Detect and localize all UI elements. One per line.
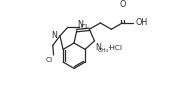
Text: Cl: Cl: [46, 57, 53, 63]
Text: ·HCl: ·HCl: [107, 45, 122, 51]
Text: N: N: [78, 20, 83, 29]
Text: OH: OH: [135, 18, 147, 27]
Text: Cl: Cl: [81, 24, 88, 30]
Text: O: O: [119, 0, 126, 9]
Text: N: N: [52, 31, 58, 40]
Text: N: N: [95, 43, 101, 52]
Text: CH₃: CH₃: [98, 48, 109, 53]
